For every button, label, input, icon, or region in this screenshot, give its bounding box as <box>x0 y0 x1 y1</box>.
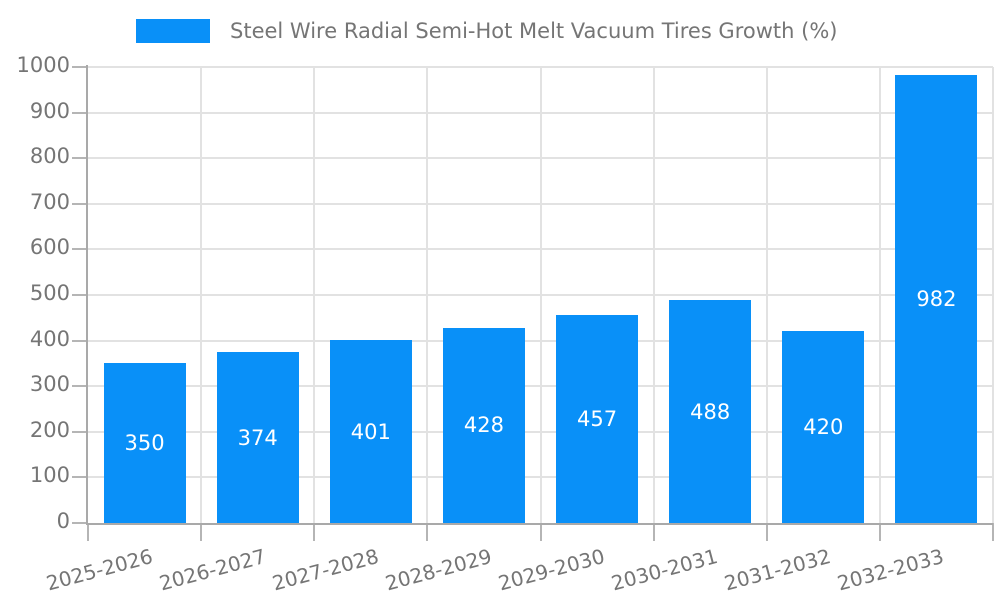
bar[interactable]: 401 <box>329 340 412 523</box>
bar-value-label: 457 <box>577 406 618 431</box>
legend-swatch[interactable] <box>136 19 210 43</box>
bar-value-label: 488 <box>690 399 731 424</box>
y-axis-tick-label: 200 <box>29 417 70 442</box>
v-gridline <box>539 67 542 523</box>
y-axis-tick-label: 100 <box>29 463 70 488</box>
x-axis-tick <box>200 523 203 541</box>
legend-label: Steel Wire Radial Semi-Hot Melt Vacuum T… <box>230 19 838 43</box>
x-axis-tick <box>765 523 768 541</box>
bar-value-label: 374 <box>237 425 278 450</box>
bar-value-label: 350 <box>124 431 165 456</box>
x-axis-tick-label: 2031-2032 <box>722 544 834 596</box>
bar[interactable]: 488 <box>669 300 752 523</box>
y-axis-tick <box>72 339 88 342</box>
y-axis-tick <box>72 430 88 433</box>
x-axis-tick-label: 2029-2030 <box>495 544 608 596</box>
y-axis-tick <box>72 385 88 388</box>
y-axis-tick-label: 800 <box>29 144 70 169</box>
y-axis-tick <box>72 522 88 524</box>
bar[interactable]: 420 <box>782 331 865 523</box>
v-gridline <box>878 67 881 523</box>
x-axis-tick <box>87 523 89 541</box>
bar[interactable]: 457 <box>556 314 639 523</box>
v-gridline <box>652 67 655 523</box>
x-axis-tick-label: 2028-2029 <box>382 544 495 596</box>
y-axis-tick-label: 400 <box>29 326 70 351</box>
v-gridline <box>313 67 316 523</box>
x-axis-tick <box>539 523 542 541</box>
bar-value-label: 401 <box>350 419 391 444</box>
x-axis-tick-label: 2032-2033 <box>835 544 947 596</box>
x-axis-tick-label: 2030-2031 <box>608 544 721 596</box>
x-axis-tick <box>878 523 881 541</box>
v-gridline <box>765 67 768 523</box>
y-axis-tick <box>72 111 88 114</box>
x-axis-tick <box>992 523 994 541</box>
x-axis-tick-label: 2026-2027 <box>156 544 268 596</box>
x-axis-tick-label: 2027-2028 <box>269 544 382 596</box>
y-axis-tick-label: 600 <box>29 235 70 260</box>
y-axis-tick-label: 0 <box>56 509 70 533</box>
bar[interactable]: 350 <box>103 363 186 523</box>
y-axis-tick <box>72 248 88 251</box>
x-axis-line <box>86 523 993 525</box>
y-axis-tick <box>72 476 88 479</box>
y-axis-tick <box>72 66 88 68</box>
v-gridline <box>200 67 203 523</box>
v-gridline <box>992 67 994 523</box>
x-axis-tick <box>426 523 429 541</box>
x-axis-tick <box>652 523 655 541</box>
chart-legend[interactable]: Steel Wire Radial Semi-Hot Melt Vacuum T… <box>136 17 837 45</box>
v-gridline <box>426 67 429 523</box>
bar-value-label: 982 <box>916 287 957 312</box>
bar-value-label: 420 <box>803 415 844 440</box>
bar[interactable]: 374 <box>216 352 299 523</box>
y-axis-tick-label: 900 <box>29 98 70 123</box>
bar[interactable]: 428 <box>442 327 525 523</box>
y-axis-line <box>86 65 88 523</box>
bar[interactable]: 982 <box>895 75 978 523</box>
x-axis-tick <box>313 523 316 541</box>
y-axis-tick-label: 500 <box>29 281 70 305</box>
x-axis-tick-label: 2025-2026 <box>43 544 155 596</box>
y-axis-tick <box>72 202 88 205</box>
y-axis-tick-label: 1000 <box>16 53 70 77</box>
y-axis-tick-label: 300 <box>29 372 70 397</box>
y-axis-tick <box>72 157 88 160</box>
y-axis-tick-label: 700 <box>29 189 70 214</box>
bar-value-label: 428 <box>463 413 504 438</box>
y-axis-tick <box>72 294 88 296</box>
